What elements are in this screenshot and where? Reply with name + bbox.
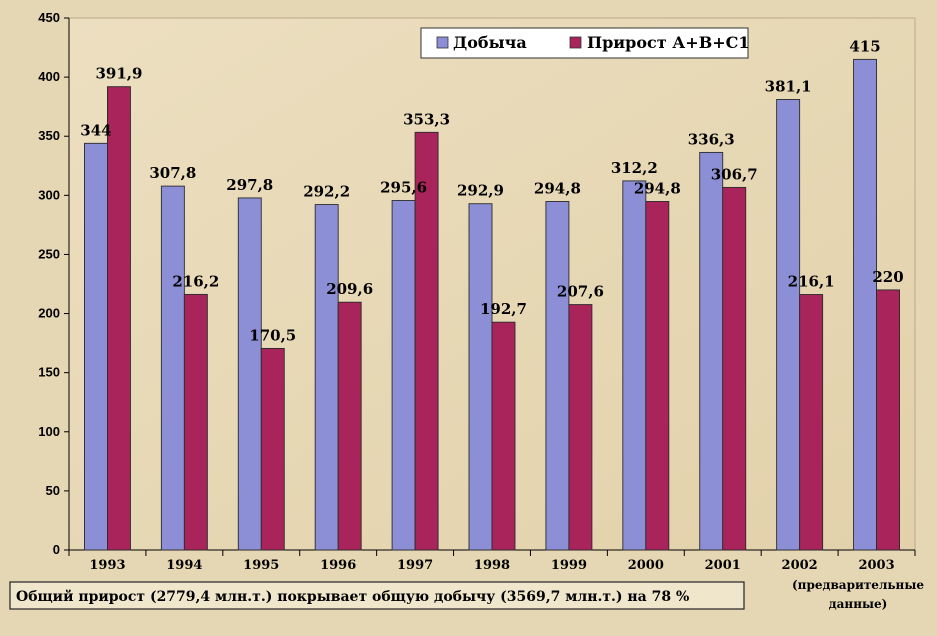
bar-prirost-2003 [876,289,900,551]
label-prirost-1996: 209,6 [326,280,373,298]
legend-swatch-dobycha [436,36,449,49]
bar-dobycha-1995 [237,197,262,551]
bar-dobycha-1994 [160,185,185,551]
y-tick-label: 200 [38,306,60,321]
y-tick-label: 450 [38,10,60,25]
label-dobycha-1995: 297,8 [226,176,273,194]
bar-prirost-1999 [568,304,593,551]
bar-dobycha-2002 [776,99,801,551]
legend: Добыча Прирост А+В+С1 [420,27,749,59]
y-tick-label: 250 [38,246,60,261]
label-prirost-2003: 220 [872,268,903,286]
label-dobycha-2002: 381,1 [765,77,812,95]
bar-dobycha-1999 [545,201,570,551]
y-axis: 0 50 100 150 200 250 300 350 400 450 [38,10,70,557]
x-tick-label: 1999 [551,558,587,573]
y-tick-label: 100 [38,424,60,439]
x-tick-label: 2001 [705,558,741,573]
prelim-note-line2: данные) [829,597,888,611]
bar-prirost-1997 [414,131,439,551]
bars-group [84,58,900,551]
x-tick-label: 1994 [166,558,202,573]
x-tick-label: 1996 [320,558,356,573]
legend-box [420,27,749,59]
x-axis: 1993 1994 1995 1996 1997 1998 1999 2000 2001 2002… [68,549,916,573]
label-dobycha-2001: 336,3 [688,130,735,148]
y-tick-label: 50 [46,483,60,498]
footnote-text: Общий прирост (2779,4 млн.т.) покрывает … [16,588,689,605]
label-dobycha-1999: 294,8 [534,179,581,197]
bar-prirost-2000 [645,201,670,551]
x-tick-label: 2003 [858,558,894,573]
x-tick-label: 1998 [474,558,510,573]
legend-label-dobycha: Добыча [453,33,527,52]
y-tick-label: 400 [38,69,60,84]
label-prirost-2001: 306,7 [711,165,758,183]
legend-label-prirost: Прирост А+В+С1 [587,33,749,52]
bar-prirost-1996 [337,301,362,551]
x-tick-label: 1993 [89,558,125,573]
label-prirost-2002: 216,1 [788,273,835,291]
bar-dobycha-1993 [84,142,108,551]
label-prirost-1997: 353,3 [403,110,450,128]
x-tick-label: 2000 [628,558,664,573]
bar-dobycha-1996 [314,204,339,551]
label-dobycha-1998: 292,9 [457,182,504,200]
label-prirost-2000: 294,8 [634,179,681,197]
label-dobycha-2003: 415 [849,37,880,55]
label-dobycha-2000: 312,2 [611,159,658,177]
label-dobycha-1994: 307,8 [149,164,196,182]
bar-prirost-2001 [722,186,747,551]
bar-prirost-1998 [491,321,516,551]
label-prirost-1995: 170,5 [249,326,296,344]
footnote-frame [9,581,745,610]
x-tick-label: 2002 [782,558,818,573]
bar-prirost-2002 [799,294,824,551]
bar-dobycha-1998 [468,203,493,551]
label-dobycha-1996: 292,2 [303,183,350,201]
bar-dobycha-2003 [853,58,877,551]
prelim-note-line1: (предварительные [792,578,924,592]
bar-dobycha-1997 [391,200,416,551]
legend-swatch-prirost [569,36,582,49]
bar-prirost-1993 [107,86,131,551]
x-tick-label: 1995 [243,558,279,573]
bar-dobycha-2000 [622,180,647,551]
label-prirost-1999: 207,6 [557,283,604,301]
x-tick-label: 1997 [397,558,433,573]
footnote-box: Общий прирост (2779,4 млн.т.) покрывает … [9,581,745,610]
y-tick-label: 150 [38,365,60,380]
label-prirost-1998: 192,7 [480,300,527,318]
y-tick-label: 0 [53,542,60,557]
bar-prirost-1994 [183,293,208,551]
bar-dobycha-2001 [699,151,724,551]
label-prirost-1993: 391,9 [95,65,142,83]
y-tick-label: 300 [38,187,60,202]
y-tick-label: 350 [38,128,60,143]
bar-prirost-1995 [260,347,285,551]
label-dobycha-1997: 295,6 [380,179,427,197]
data-labels-group: 344 391,9 307,8 216,2 297,8 170,5 292,2 209,6 29… [80,37,903,344]
label-dobycha-1993: 344 [80,121,111,139]
label-prirost-1994: 216,2 [172,272,219,290]
